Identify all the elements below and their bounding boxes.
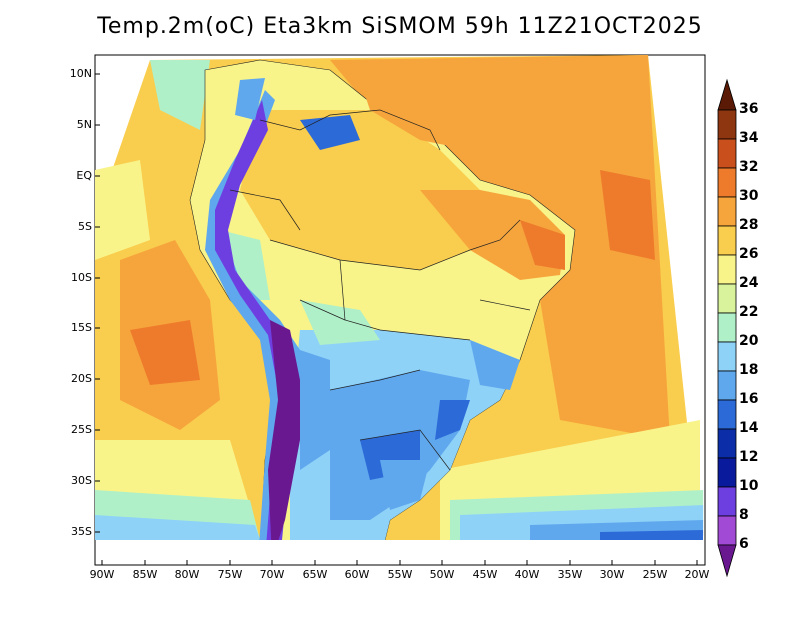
colorbar-label: 28 bbox=[739, 217, 759, 233]
lon-label: 60W bbox=[344, 568, 370, 581]
lon-label: 45W bbox=[472, 568, 498, 581]
colorbar-label: 24 bbox=[739, 275, 759, 291]
lon-label: 35W bbox=[557, 568, 583, 581]
colorbar-label: 32 bbox=[739, 159, 759, 175]
colorbar-label: 16 bbox=[739, 391, 759, 407]
lat-label: 20S bbox=[71, 372, 92, 385]
lat-label: 5N bbox=[76, 118, 92, 131]
colorbar-top-arrow bbox=[717, 78, 737, 111]
lat-ticks bbox=[95, 73, 100, 533]
colorbar-bottom-arrow bbox=[717, 544, 737, 578]
colorbar-label: 18 bbox=[739, 362, 759, 378]
lat-label: 30S bbox=[71, 474, 92, 487]
lat-label: 15S bbox=[71, 321, 92, 334]
lon-label: 80W bbox=[174, 568, 200, 581]
colorbar-label: 26 bbox=[739, 246, 759, 262]
colorbar-label: 6 bbox=[739, 536, 749, 552]
lon-label: 25W bbox=[642, 568, 668, 581]
lon-label: 90W bbox=[89, 568, 115, 581]
lon-label: 55W bbox=[387, 568, 413, 581]
lon-label: 30W bbox=[599, 568, 625, 581]
lon-label: 50W bbox=[429, 568, 455, 581]
lon-label: 85W bbox=[132, 568, 158, 581]
lon-label: 20W bbox=[684, 568, 710, 581]
lon-label: 75W bbox=[217, 568, 243, 581]
colorbar-label: 22 bbox=[739, 304, 759, 320]
colorbar bbox=[717, 78, 737, 578]
colorbar-label: 10 bbox=[739, 478, 759, 494]
map-title: Temp.2m(oC) Eta3km SiSMOM 59h 11Z21OCT20… bbox=[97, 14, 703, 39]
lat-label: 35S bbox=[71, 525, 92, 538]
colorbar-label: 20 bbox=[739, 333, 759, 349]
colorbar-label: 34 bbox=[739, 130, 759, 146]
lon-label: 70W bbox=[259, 568, 285, 581]
lat-label: EQ bbox=[76, 169, 92, 182]
lon-ticks bbox=[101, 560, 698, 565]
lon-label: 40W bbox=[514, 568, 540, 581]
lon-label: 65W bbox=[302, 568, 328, 581]
temperature-field bbox=[95, 55, 705, 540]
colorbar-label: 12 bbox=[739, 449, 759, 465]
lat-label: 10S bbox=[71, 271, 92, 284]
colorbar-label: 30 bbox=[739, 188, 759, 204]
lat-label: 25S bbox=[71, 423, 92, 436]
colorbar-label: 36 bbox=[739, 101, 759, 117]
colorbar-label: 8 bbox=[739, 507, 749, 523]
lat-label: 10N bbox=[69, 67, 92, 80]
colorbar-label: 14 bbox=[739, 420, 759, 436]
lat-label: 5S bbox=[78, 220, 92, 233]
